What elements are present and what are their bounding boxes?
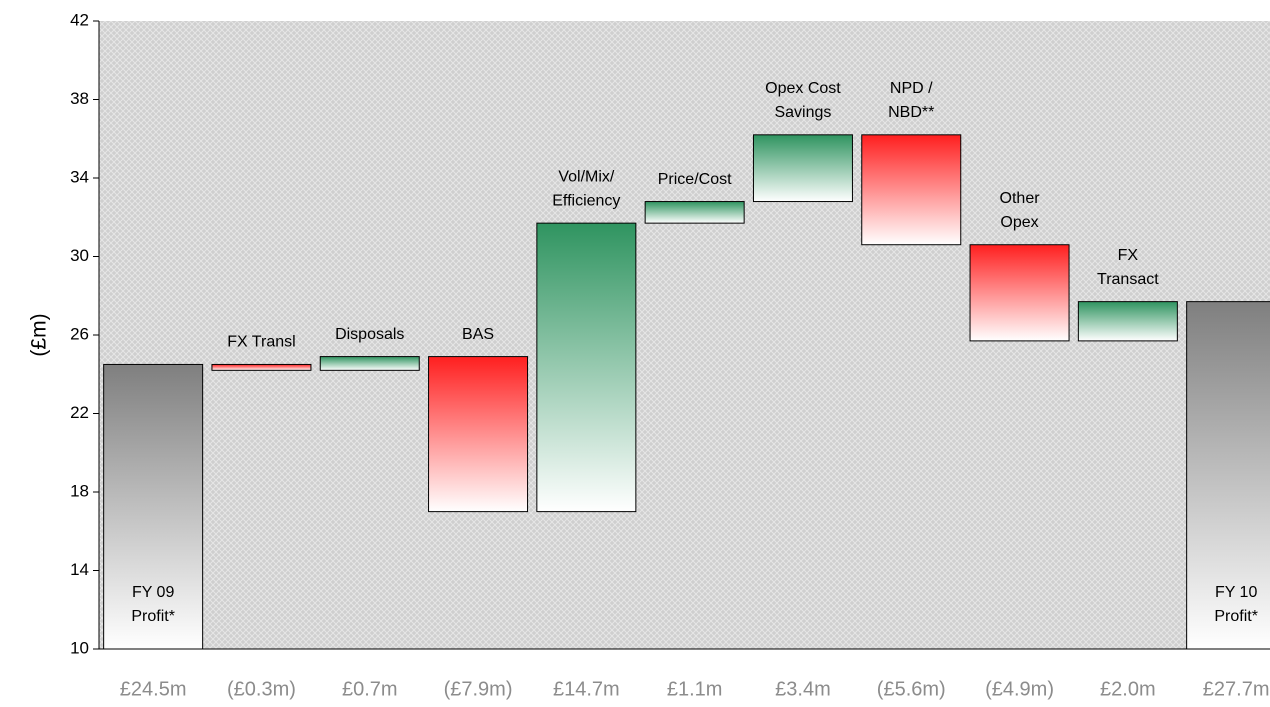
category-label: NPD /: [890, 80, 933, 97]
y-tick-label: 42: [70, 10, 89, 29]
category-label: BAS: [462, 326, 494, 343]
category-label: Efficiency: [552, 192, 620, 209]
bar: [103, 363, 204, 650]
category-label: FX Transl: [227, 334, 295, 351]
value-label: (£0.3m): [227, 678, 296, 700]
bar: [211, 363, 312, 371]
category-label: Other: [1000, 190, 1041, 207]
bar: [536, 222, 637, 513]
category-label: Price/Cost: [658, 171, 732, 188]
category-label: Disposals: [335, 326, 404, 343]
category-label: FY 09: [132, 584, 175, 601]
bar: [969, 244, 1070, 342]
value-label: £1.1m: [667, 678, 723, 700]
category-label: FX: [1118, 247, 1139, 264]
category-label: NBD**: [888, 104, 934, 121]
category-label: Opex Cost: [765, 80, 841, 97]
bar: [319, 356, 420, 371]
category-label: FY 10: [1215, 584, 1258, 601]
bar: [1186, 301, 1270, 650]
value-label: £24.5m: [120, 678, 187, 700]
category-label: Transact: [1097, 271, 1159, 288]
value-label: (£7.9m): [444, 678, 513, 700]
value-label: (£5.6m): [877, 678, 946, 700]
category-label: Vol/Mix/: [558, 168, 615, 185]
y-axis-label: (£m): [28, 313, 51, 356]
y-tick-label: 30: [70, 246, 89, 265]
category-label: Savings: [774, 104, 831, 121]
y-tick-label: 26: [70, 324, 89, 343]
value-label: (£4.9m): [985, 678, 1054, 700]
bar: [1077, 301, 1178, 342]
value-label: £27.7m: [1203, 678, 1270, 700]
bar: [644, 201, 745, 224]
y-tick-label: 10: [70, 638, 89, 657]
bar: [752, 134, 853, 203]
y-tick-label: 38: [70, 89, 89, 108]
category-label: Profit*: [131, 608, 175, 625]
bar: [861, 134, 962, 246]
category-label: Profit*: [1214, 608, 1258, 625]
value-label: £2.0m: [1100, 678, 1156, 700]
y-tick-label: 34: [70, 167, 89, 186]
value-label: £3.4m: [775, 678, 831, 700]
value-label: £0.7m: [342, 678, 398, 700]
category-label: Opex: [1000, 214, 1038, 231]
plot-area: [99, 21, 1270, 649]
value-label: £14.7m: [553, 678, 620, 700]
y-tick-label: 14: [70, 560, 89, 579]
y-tick-label: 18: [70, 481, 89, 500]
y-tick-label: 22: [70, 403, 89, 422]
bar: [428, 356, 529, 513]
